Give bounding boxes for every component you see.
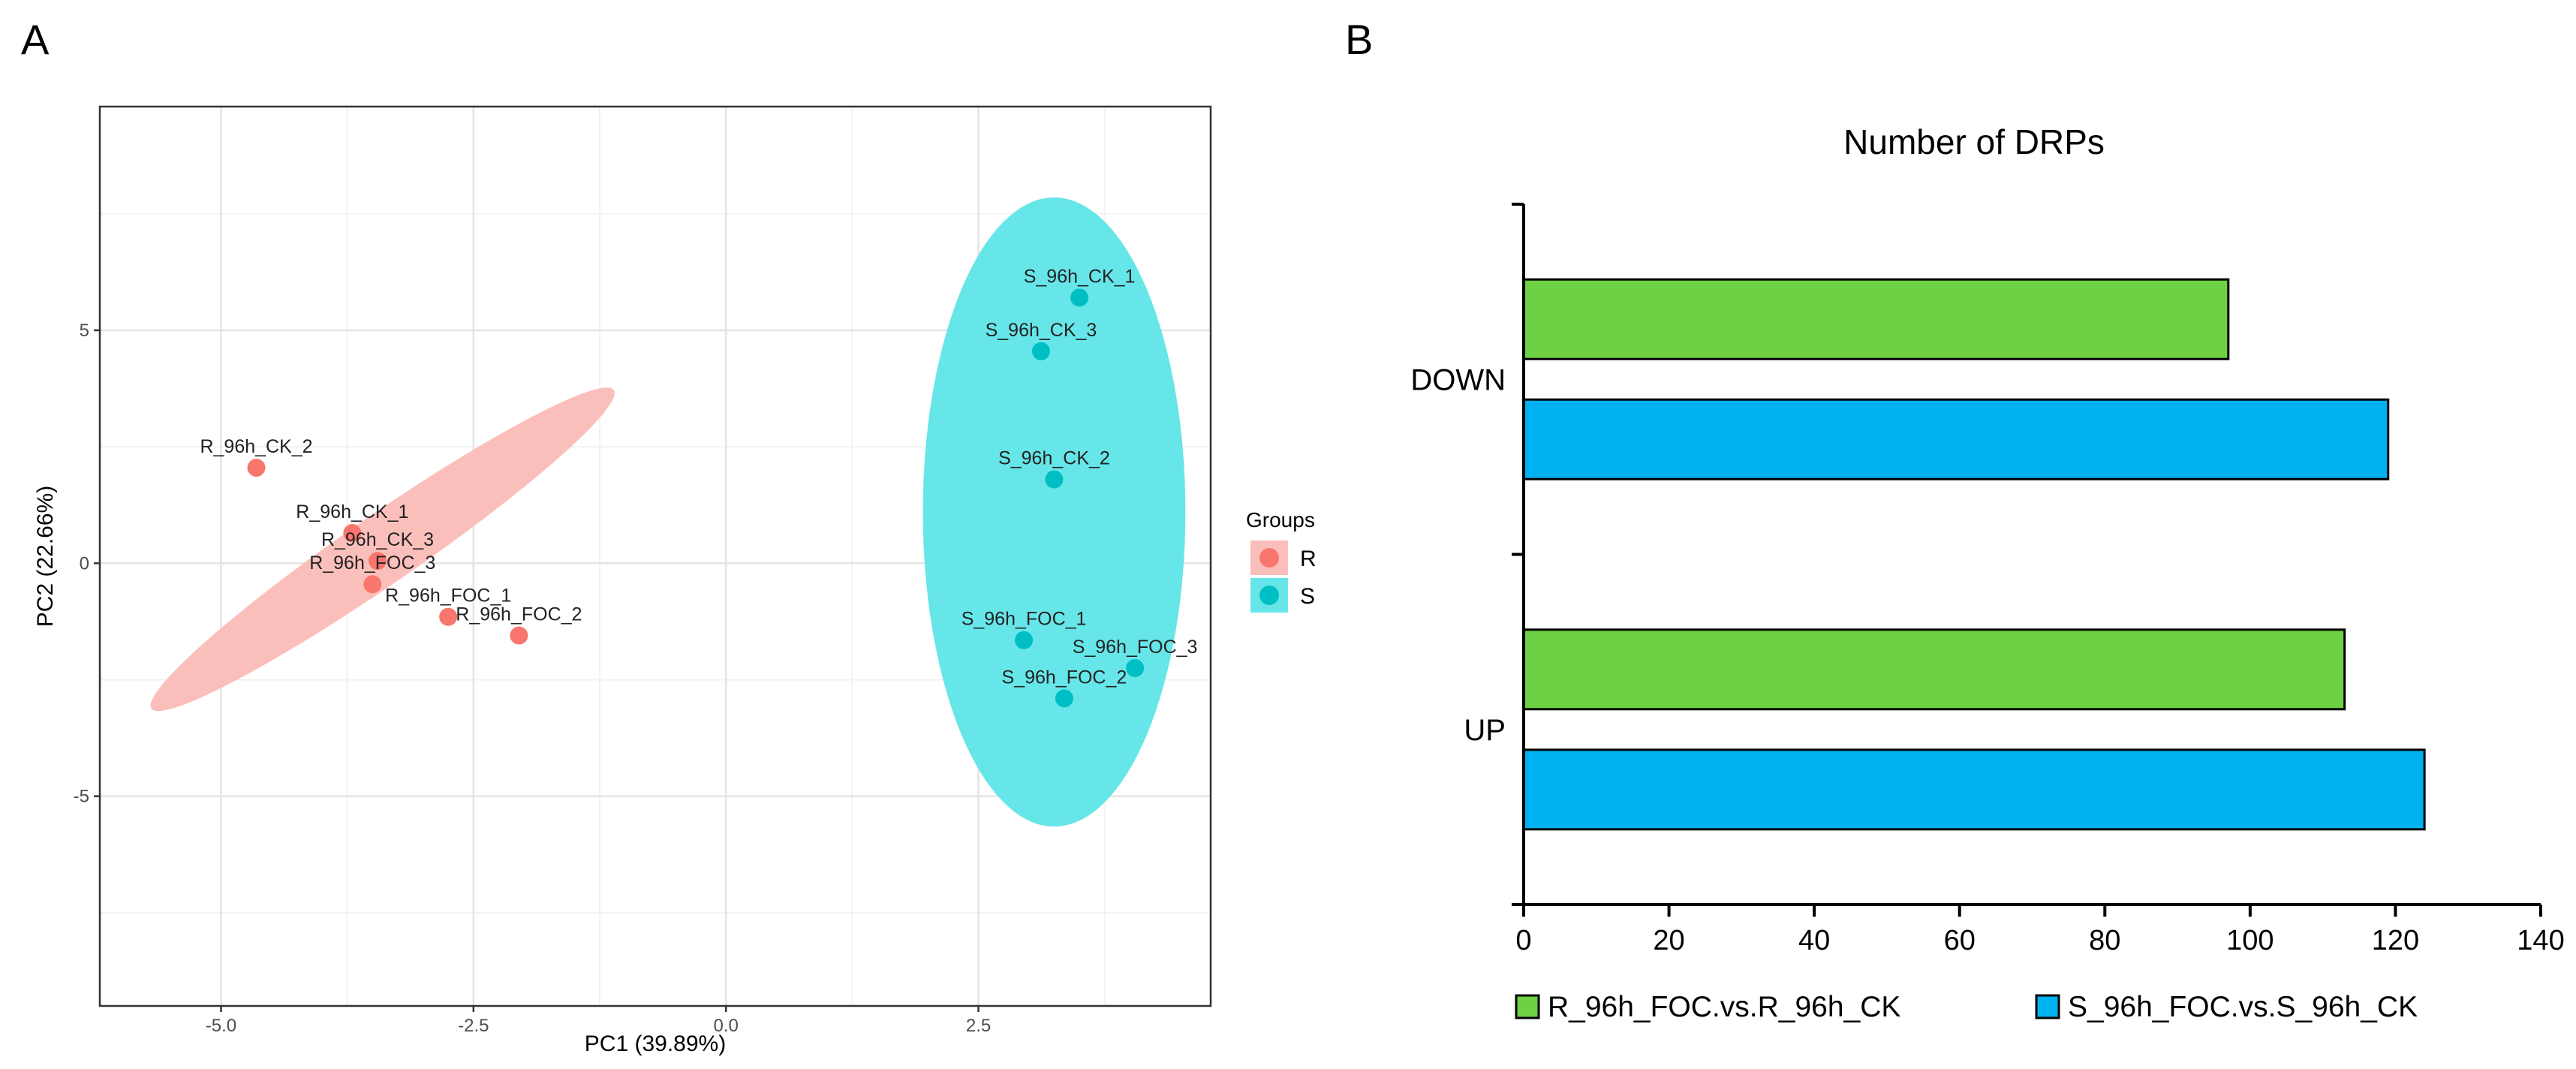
pca-y-tick-label: -5 [74, 787, 89, 807]
bar-x-tick-label: 80 [2089, 925, 2120, 956]
bar-x-tick-label: 140 [2517, 925, 2564, 956]
pca-ellipse-s [922, 197, 1186, 827]
pca-point-label: R_96h_CK_1 [296, 501, 408, 522]
bar-x-tick-label: 40 [1798, 925, 1830, 956]
bar-down-series-1 [1522, 278, 2230, 360]
pca-y-tick-label: 0 [80, 553, 89, 574]
pca-point-label: R_96h_FOC_3 [309, 553, 435, 574]
pca-x-tick-label: -2.5 [458, 1016, 489, 1036]
pca-plot-frame [98, 105, 1212, 1007]
bar-x-tick-label: 0 [1515, 925, 1531, 956]
bar-legend: R_96h_FOC.vs.R_96h_CK S_96h_FOC.vs.S_96h_… [1515, 991, 2418, 1023]
pca-point-label: R_96h_CK_3 [321, 529, 434, 550]
pca-legend-dot-s [1259, 586, 1279, 605]
pca-legend-dot-r [1259, 548, 1279, 568]
pca-point-s-96h-foc-2 [1055, 689, 1073, 708]
pca-point-r-96h-ck-2 [247, 459, 266, 477]
panel-label-a: A [21, 16, 50, 63]
pca-x-axis-label: PC1 (39.89%) [585, 1031, 726, 1056]
pca-point-label: S_96h_FOC_2 [1002, 667, 1127, 688]
bar-x-tick-label: 120 [2372, 925, 2419, 956]
pca-point-r-96h-ck-3 [369, 552, 387, 571]
bar-x-tick-label: 60 [1944, 925, 1976, 956]
pca-x-tick-label: 2.5 [966, 1016, 991, 1036]
pca-point-s-96h-ck-1 [1070, 288, 1089, 307]
pca-point-label: R_96h_CK_2 [200, 436, 312, 457]
pca-point-s-96h-ck-3 [1031, 342, 1050, 360]
pca-point-r-96h-foc-3 [363, 575, 382, 594]
bar-chart-title: Number of DRPs [1843, 122, 2105, 161]
bar-x-tick-label: 20 [1653, 925, 1684, 956]
panel-label-b: B [1345, 16, 1373, 63]
bar-down-series-2 [1522, 398, 2390, 480]
bar-category-label-up: UP [1464, 714, 1506, 747]
pca-chart: R_96h_CK_2 R_96h_CK_1 R_96h_CK_3 R_96h_FOC_… [33, 105, 1317, 1056]
bar-up-series-2 [1522, 748, 2426, 831]
bar-legend-swatch-1 [1515, 994, 1540, 1019]
bar-category-label-down: DOWN [1410, 363, 1506, 396]
bar-legend-label-1: R_96h_FOC.vs.R_96h_CK [1548, 991, 1900, 1023]
pca-point-label: R_96h_FOC_1 [385, 586, 511, 607]
pca-legend-label-r: R [1300, 547, 1317, 571]
pca-point-r-96h-ck-1 [343, 523, 362, 542]
pca-point-label: S_96h_FOC_1 [961, 609, 1087, 630]
pca-point-label: S_96h_CK_3 [986, 320, 1097, 341]
pca-point-s-96h-ck-2 [1045, 470, 1064, 489]
pca-y-tick-label: 5 [80, 321, 89, 341]
pca-point-label: S_96h_CK_2 [998, 448, 1110, 469]
drp-bar-chart: Number of DRPs DOWN UP 0 20 40 60 80 100 120 140 R_… [1410, 122, 2564, 1023]
bar-legend-label-2: S_96h_FOC.vs.S_96h_CK [2068, 991, 2418, 1023]
pca-point-r-96h-foc-2 [510, 626, 528, 645]
pca-point-s-96h-foc-3 [1126, 658, 1145, 677]
pca-ellipse-r [150, 387, 615, 712]
pca-legend-label-s: S [1300, 584, 1315, 609]
bar-x-tick-label: 100 [2226, 925, 2274, 956]
bar-legend-swatch-2 [2035, 994, 2060, 1019]
pca-point-label: S_96h_FOC_3 [1073, 637, 1198, 658]
pca-point-label: R_96h_FOC_2 [456, 604, 582, 625]
pca-point-r-96h-foc-1 [439, 607, 458, 626]
pca-point-label: S_96h_CK_1 [1024, 266, 1136, 287]
pca-x-tick-label: 0.0 [713, 1016, 738, 1036]
pca-y-axis-label: PC2 (22.66%) [33, 486, 58, 627]
pca-legend-title: Groups [1246, 508, 1315, 531]
pca-legend: Groups RS [1246, 508, 1317, 613]
bar-up-series-1 [1522, 628, 2346, 711]
pca-x-tick-label: -5.0 [206, 1016, 236, 1036]
pca-point-s-96h-foc-1 [1015, 631, 1034, 649]
